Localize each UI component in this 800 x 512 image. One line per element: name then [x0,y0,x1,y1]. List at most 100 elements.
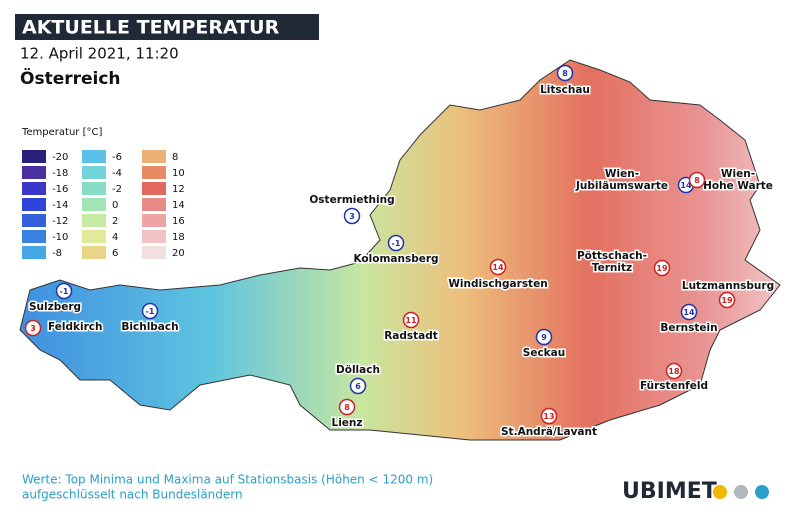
legend-label: -6 [112,152,122,163]
station-marker [556,64,574,82]
station-value: 8 [694,176,700,185]
station-name: Ostermiething [309,194,394,206]
station-marker [540,407,558,425]
station-name: Bernstein [660,322,717,334]
station-value: 9 [541,333,547,342]
logo-icon [734,485,748,499]
legend-label: 14 [172,200,185,211]
station-value: 8 [562,69,568,78]
logo-icon [755,485,769,499]
legend-label: -2 [112,184,122,195]
legend-swatch [22,150,46,163]
station-name: Seckau [523,347,565,359]
legend-swatch [22,182,46,195]
legend-swatch [82,182,106,195]
station-name: Sulzberg [29,301,81,313]
station-value: -1 [146,307,155,316]
logo-icon [713,485,727,499]
legend-swatch [22,166,46,179]
station-marker [665,362,683,380]
station-name: Döllach [336,364,380,376]
station-value: 19 [721,296,733,305]
legend-label: 18 [172,232,185,243]
station-name: Kolomansberg [353,253,438,265]
station-name: Fürstenfeld [640,380,708,392]
station-value: 8 [344,403,350,412]
legend-title: Temperatur [°C] [21,127,102,138]
station-name: Windischgarsten [448,278,547,290]
legend-swatch [82,230,106,243]
station-marker [718,291,736,309]
legend-label: -16 [52,184,68,195]
legend-label: -10 [52,232,68,243]
legend-swatch [142,198,166,211]
station-name: Litschau [540,84,590,96]
station-marker [141,302,159,320]
legend-swatch [142,214,166,227]
legend-label: 12 [172,184,185,195]
station-value: 3 [349,212,355,221]
station-marker [55,282,73,300]
station-value: 13 [543,412,554,421]
title-bg [15,14,319,40]
station-name: Lutzmannsburg [682,280,774,292]
legend-label: -18 [52,168,68,179]
station-value: 11 [405,316,417,325]
station-value: -1 [60,287,69,296]
station-marker [680,303,698,321]
station-marker [535,328,553,346]
legend-swatch [142,182,166,195]
region: Österreich [20,67,121,89]
footer-line: aufgeschlüsselt nach Bundesländern [22,488,243,502]
station-marker [343,207,361,225]
legend-swatch [82,246,106,259]
legend-label: 20 [172,248,185,259]
station-value: 14 [492,263,504,272]
legend-label: -8 [52,248,62,259]
legend-swatch [22,214,46,227]
station-name: Pöttschach-Ternitz [577,250,647,274]
legend-label: 6 [112,248,118,259]
station-name: Bichlbach [121,321,178,333]
station-marker [653,259,671,277]
station-marker [688,171,706,189]
station-marker [387,234,405,252]
legend-label: 16 [172,216,185,227]
date: 12. April 2021, 11:20 [20,45,179,63]
legend-swatch [142,246,166,259]
legend-label: 4 [112,232,118,243]
station-value: 14 [683,308,695,317]
legend-swatch [22,230,46,243]
legend-label: -14 [52,200,68,211]
legend-swatch [22,198,46,211]
station-value: 18 [668,367,680,376]
station-value: 14 [680,181,692,190]
legend-label: 0 [112,200,118,211]
station-name: Feldkirch [48,321,102,333]
legend-swatch [82,198,106,211]
station-marker [338,398,356,416]
station-name: Wien-Jubiläumswarte [575,168,668,192]
legend-label: 10 [172,168,185,179]
legend-label: -20 [52,152,68,163]
station-marker [349,377,367,395]
legend-label: 2 [112,216,118,227]
legend-swatch [142,150,166,163]
legend-swatch [22,246,46,259]
station-marker [402,311,420,329]
station-value: 3 [30,324,36,333]
station-name: Radstadt [384,330,438,342]
station-value: -1 [392,239,401,248]
station-name: St.Andrä/Lavant [501,426,597,438]
legend-swatch [82,214,106,227]
station-value: 6 [355,382,361,391]
station-marker [489,258,507,276]
legend-swatch [82,150,106,163]
legend-label: 8 [172,152,178,163]
legend-swatch [142,166,166,179]
title: AKTUELLE TEMPERATUR [22,17,280,39]
station-name: Wien-Hohe Warte [703,168,773,192]
station-marker [24,319,42,337]
